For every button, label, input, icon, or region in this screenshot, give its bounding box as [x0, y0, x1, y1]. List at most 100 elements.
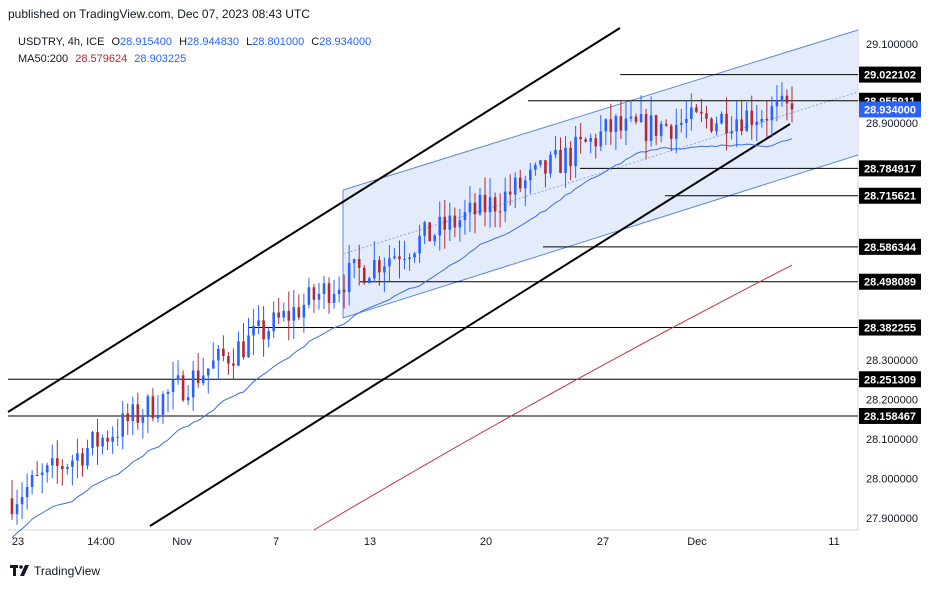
candle-body [196, 370, 200, 384]
candle-body [413, 253, 416, 258]
candle-body [649, 115, 653, 141]
candle-body [544, 160, 547, 174]
candle-body [624, 118, 628, 131]
candle-body [760, 118, 764, 122]
candle-body [785, 95, 789, 104]
time-axis-ticks: 23 14:00 Nov 7 13 20 27 Dec 11 [12, 536, 840, 548]
legend-symbol: USDTRY, 4h, ICE [18, 36, 105, 48]
candle-body [458, 220, 462, 228]
time-tick-7: Dec [687, 536, 707, 548]
candle-body [408, 257, 411, 260]
candle-body [352, 259, 356, 263]
candle-body [367, 278, 371, 284]
tradingview-logo-icon [10, 565, 30, 577]
candle-body [654, 115, 658, 136]
candle-body [247, 335, 250, 358]
time-tick-4: 13 [364, 536, 376, 548]
candle-body [463, 212, 467, 221]
candle-body [589, 138, 593, 142]
candle-body [523, 180, 527, 189]
candle-body [554, 149, 557, 155]
candle-body [131, 404, 135, 422]
candle-body [564, 147, 567, 173]
candle-body [750, 110, 754, 125]
candle-body [25, 487, 29, 498]
candle-body [20, 497, 24, 505]
time-tick-6: 27 [597, 536, 609, 548]
candle-body [478, 194, 482, 215]
price-label-7: 28.382255 [864, 323, 916, 335]
candle-body [604, 119, 608, 132]
candle-body [332, 294, 336, 303]
candle-body [101, 437, 104, 447]
candle-body [720, 113, 723, 124]
ma200-line [313, 264, 793, 531]
price-label-box-8 [859, 371, 921, 388]
candle-body [317, 293, 321, 300]
candle-body [277, 312, 281, 318]
candle-body [30, 475, 34, 488]
candle-body [559, 149, 562, 173]
candle-body [171, 379, 175, 392]
price-label-box-2 [859, 101, 921, 118]
candle-body [237, 341, 240, 366]
candle-body [388, 258, 391, 267]
candle-body [443, 216, 447, 230]
candle-body [211, 360, 215, 369]
candle-body [679, 122, 683, 125]
candle-body [76, 453, 79, 461]
legend-ma: MA50:200 28.579624 28.903225 [18, 53, 190, 65]
candle-body [222, 348, 225, 357]
price-axis-labels: 29.02210228.95591128.93400028.78491728.7… [859, 66, 921, 424]
candle-body [121, 413, 125, 437]
candle-body [569, 147, 572, 167]
candle-body [685, 118, 688, 123]
candle-body [383, 266, 386, 273]
legend-ma-label: MA50:200 [18, 53, 69, 65]
candle-body [362, 267, 366, 284]
candle-body [674, 124, 678, 139]
candle-body [297, 307, 301, 318]
candle-body [116, 436, 119, 438]
candle-body [534, 164, 537, 170]
price-tick-6: 27.900000 [866, 513, 918, 525]
legend-close-label: C [311, 36, 320, 48]
legend-open-label: O [111, 36, 121, 48]
candle-body [206, 368, 210, 376]
price-label-6: 28.498089 [864, 277, 916, 289]
candle-body [40, 472, 44, 476]
candle-body [730, 131, 733, 134]
candle-body [242, 341, 245, 358]
candle-body [594, 138, 598, 147]
candle-body [357, 259, 361, 268]
candle-body [262, 320, 265, 340]
candle-body [745, 110, 749, 132]
candle-body [473, 202, 477, 215]
candle-body [539, 160, 542, 165]
candle-body [50, 458, 54, 466]
price-label-box-9 [859, 407, 921, 424]
candle-body [327, 283, 331, 303]
candle-body [725, 113, 728, 134]
candle-body [378, 260, 381, 273]
candle-body [740, 119, 743, 132]
legend-high: 28.944830 [187, 36, 240, 48]
candle-body [513, 177, 517, 195]
candle-body [227, 356, 230, 364]
candle-body [659, 123, 663, 136]
candle-body [287, 310, 291, 321]
candle-body [488, 197, 492, 213]
candle-body [35, 475, 39, 477]
candle-body [146, 396, 150, 417]
candle-body [423, 222, 426, 236]
time-tick-2: Nov [172, 536, 192, 548]
price-axis-ticks: 29.100000 28.900000 28.300000 28.200000 28.1… [866, 39, 918, 525]
candle-body [715, 123, 718, 132]
candle-body [373, 260, 376, 279]
candle-body [609, 119, 613, 132]
legend-open: 28.915400 [120, 36, 173, 48]
candle-body [156, 414, 160, 419]
candle-body [770, 106, 774, 121]
candle-body [433, 235, 437, 242]
